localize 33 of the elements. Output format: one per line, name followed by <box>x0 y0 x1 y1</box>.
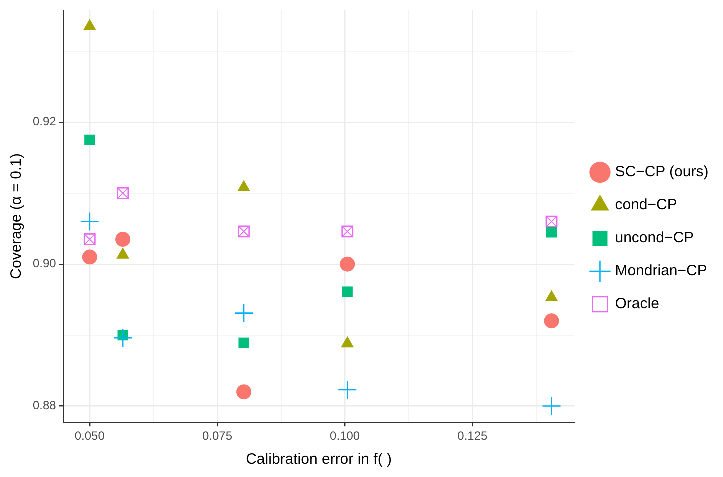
point <box>338 380 358 400</box>
legend-label: Oracle <box>615 296 660 313</box>
point <box>342 286 353 298</box>
point <box>238 338 250 348</box>
point <box>84 134 96 146</box>
point <box>234 304 254 323</box>
point <box>117 187 130 200</box>
legend-label: SC−CP (ours) <box>615 164 709 181</box>
point <box>340 256 356 272</box>
point <box>116 232 131 248</box>
point <box>84 234 96 246</box>
legend-label: cond−CP <box>615 196 678 214</box>
x-axis-title: Calibration error in f( ) <box>246 451 392 468</box>
x-tick-label: 0.075 <box>202 429 233 444</box>
point <box>546 227 558 238</box>
y-tick-label: 0.88 <box>32 398 57 413</box>
y-axis-title: Coverage (α = 0.1) <box>8 154 26 280</box>
point <box>80 212 100 232</box>
point <box>342 226 354 238</box>
x-tick-label: 0.100 <box>330 429 360 444</box>
point <box>542 396 562 416</box>
legend-label: uncond−CP <box>615 230 694 247</box>
point <box>238 226 250 238</box>
point <box>546 216 558 228</box>
y-tick-label: 0.92 <box>32 114 57 129</box>
legend-label: Mondrian−CP <box>615 262 708 280</box>
point <box>236 384 252 400</box>
x-tick-label: 0.125 <box>458 429 488 444</box>
x-tick-label: 0.050 <box>74 429 106 444</box>
point <box>82 250 98 265</box>
y-tick-label: 0.90 <box>32 256 57 271</box>
point <box>113 328 133 348</box>
point <box>544 314 560 329</box>
